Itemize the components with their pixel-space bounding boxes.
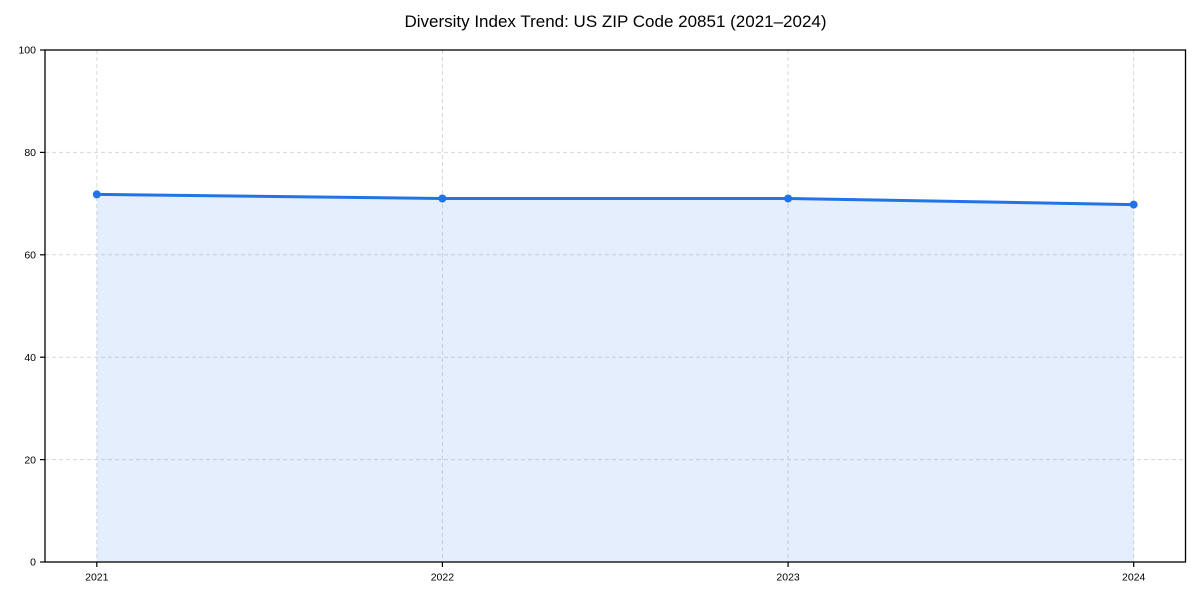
y-tick-label: 20 xyxy=(24,454,36,466)
x-tick-label: 2021 xyxy=(85,572,109,584)
y-tick-label: 0 xyxy=(30,557,36,569)
data-point-marker xyxy=(784,194,793,203)
x-tick-label: 2023 xyxy=(776,572,800,584)
x-tick-label: 2022 xyxy=(431,572,455,584)
data-point-marker xyxy=(1129,200,1138,209)
y-tick-label: 100 xyxy=(18,45,36,57)
trend-line xyxy=(95,192,1136,207)
plot-border xyxy=(44,49,1187,563)
area-fill xyxy=(96,194,1134,562)
y-tick-label: 80 xyxy=(24,147,36,159)
y-tick-label: 60 xyxy=(24,250,36,262)
y-tick-label: 40 xyxy=(24,352,36,364)
data-point-marker xyxy=(438,194,447,203)
data-point-marker xyxy=(92,190,101,199)
chart-title: Diversity Index Trend: US ZIP Code 20851… xyxy=(404,12,827,31)
x-tick-label: 2024 xyxy=(1122,572,1146,584)
